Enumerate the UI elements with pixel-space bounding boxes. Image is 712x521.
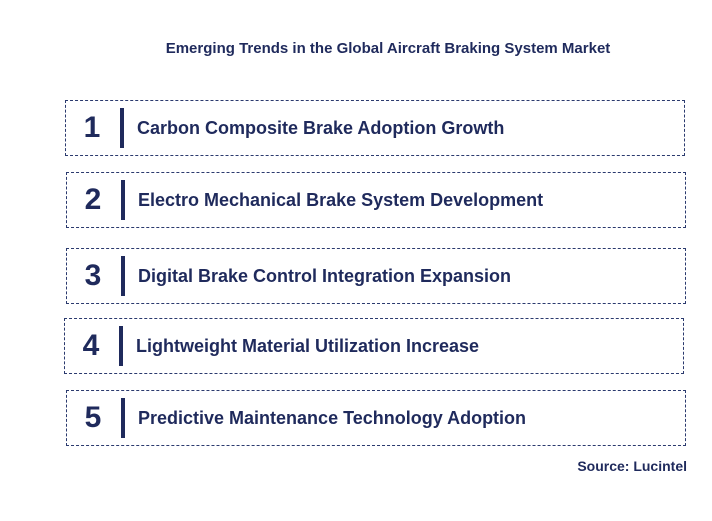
trend-divider [121,180,125,220]
trend-item-2: 2 Electro Mechanical Brake System Develo… [66,172,686,228]
trend-number: 1 [83,111,101,144]
trend-label: Digital Brake Control Integration Expans… [138,265,512,286]
trend-divider [119,326,123,366]
trend-divider [120,108,124,148]
trend-item-4: 4 Lightweight Material Utilization Incre… [64,318,684,374]
trend-item-5: 5 Predictive Maintenance Technology Adop… [66,390,686,446]
source-label: Source: Lucintel [577,458,687,474]
trend-number: 3 [84,259,102,292]
trend-item-1: 1 Carbon Composite Brake Adoption Growth [65,100,685,156]
trend-label: Carbon Composite Brake Adoption Growth [137,117,505,138]
trend-label: Electro Mechanical Brake System Developm… [138,189,544,210]
trend-label: Predictive Maintenance Technology Adopti… [138,407,527,428]
trend-label: Lightweight Material Utilization Increas… [136,335,480,356]
trend-divider [121,256,125,296]
trend-number: 4 [82,329,100,362]
trend-item-3: 3 Digital Brake Control Integration Expa… [66,248,686,304]
trend-number: 2 [84,183,102,216]
trend-divider [121,398,125,438]
trend-number: 5 [84,401,102,434]
chart-title: Emerging Trends in the Global Aircraft B… [165,40,611,57]
